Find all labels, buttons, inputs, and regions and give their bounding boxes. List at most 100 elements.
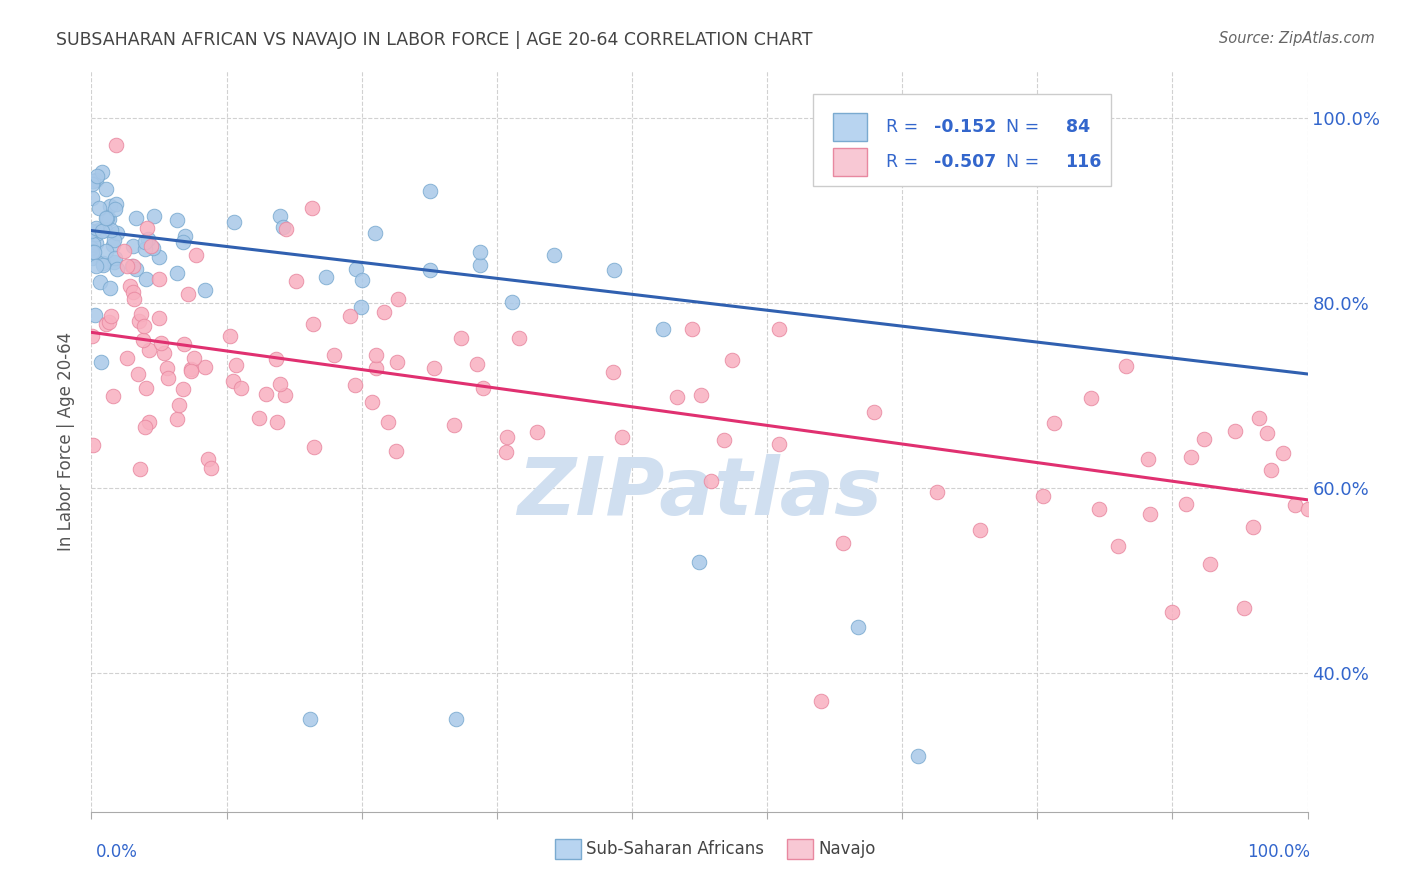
Point xyxy=(285,274,308,288)
Point xyxy=(122,239,145,253)
Point xyxy=(219,329,242,343)
Point xyxy=(768,436,790,450)
Text: Source: ZipAtlas.com: Source: ZipAtlas.com xyxy=(1219,31,1375,46)
Point xyxy=(1199,557,1222,571)
Point xyxy=(183,351,205,366)
Text: 100.0%: 100.0% xyxy=(1247,843,1310,861)
Text: 116: 116 xyxy=(1066,153,1102,171)
Text: 84: 84 xyxy=(1066,118,1090,136)
Point xyxy=(194,360,217,375)
Point xyxy=(176,286,198,301)
Point xyxy=(652,322,675,336)
Point xyxy=(700,474,723,488)
Point xyxy=(84,172,107,186)
Point xyxy=(269,210,291,224)
Y-axis label: In Labor Force | Age 20-64: In Labor Force | Age 20-64 xyxy=(58,332,76,551)
Point xyxy=(925,484,948,499)
Text: N =: N = xyxy=(995,118,1045,136)
Point xyxy=(94,182,117,196)
Point xyxy=(1160,605,1182,619)
Text: R =: R = xyxy=(886,118,924,136)
Point xyxy=(103,254,125,268)
Text: -0.507: -0.507 xyxy=(934,153,997,171)
Point xyxy=(264,352,287,367)
Point xyxy=(129,307,152,321)
Point xyxy=(148,250,170,264)
Point xyxy=(153,346,176,360)
Point xyxy=(148,271,170,285)
Point xyxy=(125,262,148,277)
Point xyxy=(501,295,523,310)
Point xyxy=(86,227,108,242)
Point xyxy=(134,235,156,249)
Point xyxy=(603,262,626,277)
Text: Navajo: Navajo xyxy=(818,840,876,858)
Point xyxy=(322,348,344,362)
Point xyxy=(115,259,138,273)
Point xyxy=(450,331,472,345)
Point xyxy=(385,354,408,368)
Text: -0.152: -0.152 xyxy=(934,118,997,136)
Point xyxy=(768,322,790,336)
Point xyxy=(1247,411,1270,425)
Point xyxy=(1080,391,1102,405)
Point xyxy=(82,191,104,205)
Text: Sub-Saharan Africans: Sub-Saharan Africans xyxy=(586,840,765,858)
Point xyxy=(1032,489,1054,503)
FancyBboxPatch shape xyxy=(834,112,868,141)
Point xyxy=(82,236,104,251)
Point xyxy=(301,201,323,215)
Point xyxy=(128,313,150,327)
Point xyxy=(419,185,441,199)
Point xyxy=(122,293,145,307)
Point xyxy=(1256,425,1278,440)
Point xyxy=(1260,463,1282,477)
Point xyxy=(90,224,112,238)
Point xyxy=(1042,417,1064,431)
Point xyxy=(1139,507,1161,521)
Point xyxy=(98,315,121,329)
Point xyxy=(969,523,991,537)
Point xyxy=(225,358,247,372)
Point xyxy=(101,238,124,252)
Point xyxy=(91,165,114,179)
Point xyxy=(98,212,121,227)
Point xyxy=(302,317,325,331)
Point xyxy=(610,430,633,444)
Point xyxy=(135,221,157,235)
Point xyxy=(166,412,188,426)
Point xyxy=(271,220,294,235)
Point xyxy=(94,223,117,237)
Text: R =: R = xyxy=(886,153,924,171)
Point xyxy=(907,749,929,764)
Point xyxy=(468,244,491,259)
Point xyxy=(688,555,710,569)
Point xyxy=(467,358,489,372)
Point xyxy=(139,238,162,252)
Text: 0.0%: 0.0% xyxy=(96,843,138,861)
Point xyxy=(134,420,156,434)
Point xyxy=(86,169,108,183)
Point xyxy=(1115,359,1137,373)
Point xyxy=(172,235,194,249)
Point xyxy=(118,278,141,293)
Point xyxy=(274,222,297,236)
Point xyxy=(1180,450,1202,465)
Point xyxy=(200,460,222,475)
Point xyxy=(138,343,160,357)
Point xyxy=(135,381,157,395)
Point xyxy=(89,276,111,290)
Point xyxy=(222,374,245,388)
Point xyxy=(83,244,105,259)
Point xyxy=(266,415,288,429)
Point xyxy=(666,391,689,405)
Point xyxy=(1284,498,1306,512)
Point xyxy=(104,196,127,211)
Point xyxy=(387,292,409,306)
Point xyxy=(135,272,157,286)
Point xyxy=(132,318,155,333)
Point xyxy=(423,361,446,376)
Point xyxy=(364,226,387,240)
Point xyxy=(82,328,104,343)
Point xyxy=(1087,502,1109,516)
